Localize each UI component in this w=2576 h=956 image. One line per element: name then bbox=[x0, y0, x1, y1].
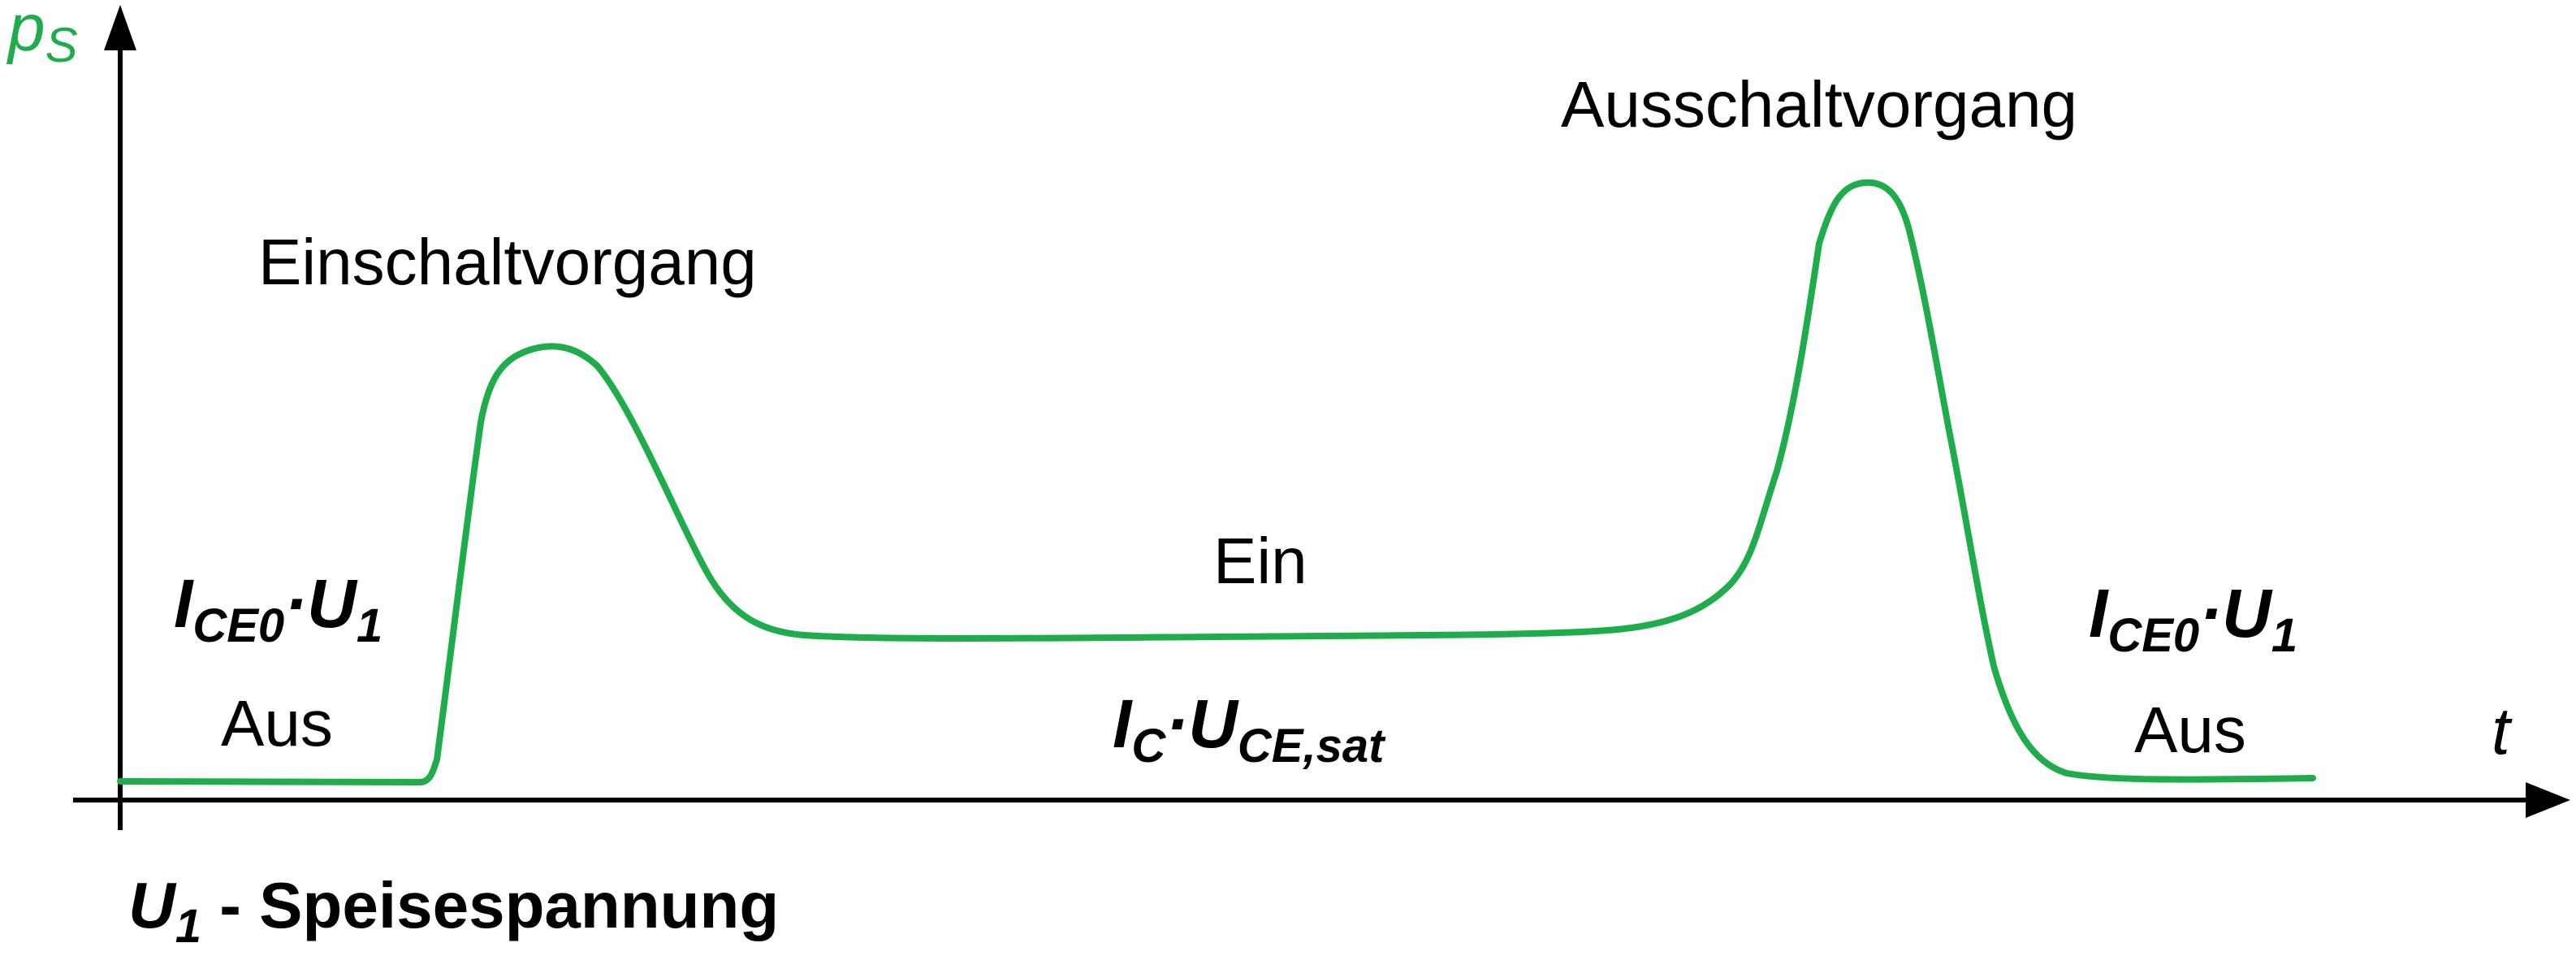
label-einschaltvorgang: Einschaltvorgang bbox=[258, 226, 757, 298]
label-aus-right: Aus bbox=[2134, 694, 2246, 766]
label-ausschaltvorgang: Ausschaltvorgang bbox=[1561, 68, 2077, 141]
y-axis-arrow bbox=[104, 5, 136, 50]
x-axis-arrow bbox=[2526, 782, 2570, 818]
label-ein: Ein bbox=[1213, 525, 1307, 597]
x-axis-label: t bbox=[2492, 694, 2513, 768]
formula-on: IC·UCE,sat bbox=[1113, 686, 1386, 772]
formula-off-right: ICE0·U1 bbox=[2089, 575, 2297, 662]
formula-off-left: ICE0·U1 bbox=[174, 565, 383, 652]
y-axis-label: pS bbox=[6, 0, 78, 72]
label-aus-left: Aus bbox=[221, 687, 333, 759]
caption-supply-voltage: U1 - Speisespannung bbox=[128, 869, 779, 953]
power-curve bbox=[117, 179, 2316, 785]
